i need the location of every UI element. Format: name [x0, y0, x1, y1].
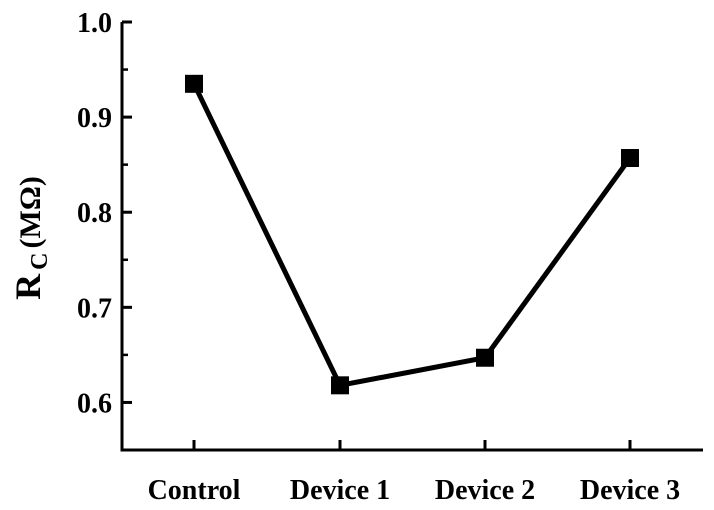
x-tick-label: Device 1 — [290, 475, 390, 505]
x-tick-label: Device 2 — [435, 475, 535, 505]
series-line — [191, 82, 633, 389]
y-tick-label: 0.6 — [77, 388, 112, 419]
y-axis-title-unit: (MΩ) — [14, 176, 47, 248]
data-point — [331, 376, 349, 395]
y-tick-label: 0.9 — [77, 103, 112, 134]
x-tick-label: Control — [148, 475, 241, 505]
x-tick-label: Device 3 — [580, 475, 680, 505]
y-tick-label: 0.8 — [77, 198, 112, 229]
series-layer — [185, 74, 639, 395]
data-point — [185, 74, 203, 93]
data-point — [621, 149, 639, 168]
y-tick-label: 0.7 — [77, 293, 112, 324]
y-axis-title-main: R — [8, 273, 48, 300]
data-point — [476, 348, 494, 367]
y-tick-label: 1.0 — [77, 8, 112, 39]
axes-layer: 1.0 0.9 0.8 0.7 0.6 Control Device 1 Device 2 De… — [77, 8, 703, 506]
label-layer: R C (MΩ) — [8, 176, 53, 300]
y-axis-title-subscript: C — [27, 252, 53, 269]
y-axis-title: R C (MΩ) — [8, 176, 53, 300]
